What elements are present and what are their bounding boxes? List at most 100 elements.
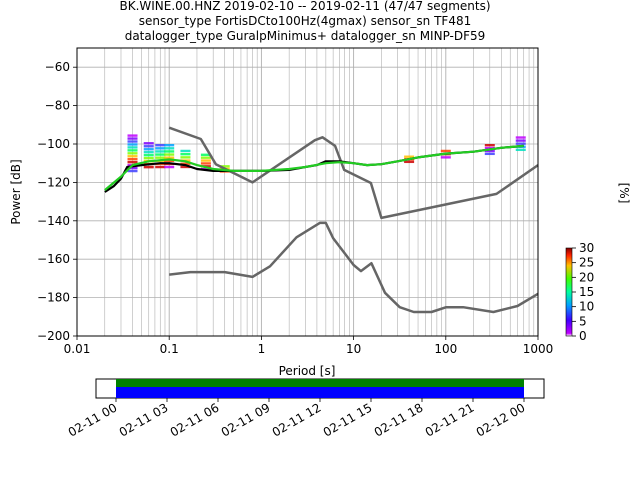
- density-cell: [155, 165, 166, 169]
- y-tick-label: −180: [37, 291, 70, 305]
- y-axis-ticks: −60 −80 −100 −120 −140 −160 −180 −200: [37, 60, 77, 343]
- y-tick-label: −200: [37, 329, 70, 343]
- density-cell: [127, 143, 138, 146]
- density-cell: [440, 149, 451, 153]
- series-lines: [104, 126, 539, 314]
- psd-plot-background: [77, 48, 538, 336]
- density-cell: [515, 136, 526, 139]
- y-tick-label: −160: [37, 252, 70, 266]
- density-cell: [164, 144, 175, 147]
- coverage-bar-green: [116, 379, 524, 387]
- density-cell: [143, 145, 154, 148]
- density-cell: [155, 153, 166, 156]
- density-cell: [127, 146, 138, 149]
- timeline-tick-label: 02-11 18: [372, 400, 426, 439]
- density-cell: [164, 147, 175, 150]
- x-tick-label: 10: [346, 342, 361, 356]
- density-cell: [200, 162, 211, 165]
- density-cell: [127, 140, 138, 143]
- density-cell: [164, 159, 175, 162]
- density-cell: [155, 147, 166, 150]
- chart-title-line-2: sensor_type FortisDCto100Hz(4gmax) senso…: [139, 14, 471, 28]
- x-tick-label: 1000: [523, 342, 554, 356]
- y-tick-label: −120: [37, 175, 70, 189]
- density-cell: [404, 160, 415, 164]
- coverage-bar-blue: [116, 387, 524, 398]
- density-cell: [127, 134, 138, 137]
- colorbar-tick-label: 25: [579, 256, 594, 270]
- density-cell: [143, 157, 154, 160]
- timeline-tick-label: 02-11 06: [168, 400, 222, 439]
- density-cell: [515, 148, 526, 152]
- colorbar-tick-label: 0: [579, 329, 587, 343]
- x-axis-ticks: 0.01 0.1 1 10 100 1000: [64, 336, 554, 356]
- density-cell: [127, 160, 138, 164]
- density-cell: [180, 149, 191, 153]
- timeline-tick-label: 02-11 21: [423, 400, 477, 439]
- density-cell: [180, 156, 191, 159]
- density-cell: [404, 155, 415, 158]
- timeline-tick-label: 02-11 00: [66, 400, 120, 439]
- density-cell: [200, 153, 211, 156]
- grid-lines: [76, 48, 538, 337]
- x-tick-label: 0.1: [160, 342, 179, 356]
- chart-title-block: BK.WINE.00.HNZ 2019-02-10 -- 2019-02-11 …: [119, 0, 490, 43]
- density-cell: [127, 158, 138, 161]
- x-axis-label: Period [s]: [279, 364, 336, 378]
- density-cell: [515, 142, 526, 145]
- timeline-tick-label: 02-11 09: [219, 400, 273, 439]
- density-cell: [219, 165, 230, 168]
- density-cell: [127, 155, 138, 158]
- chart-title-line-3: datalogger_type GuralpMinimus+ datalogge…: [125, 29, 486, 43]
- density-cell: [484, 146, 495, 150]
- series-noise-model-high: [168, 126, 539, 220]
- density-cell: [127, 169, 138, 173]
- density-cell: [127, 137, 138, 140]
- density-cell: [143, 142, 154, 145]
- psd-plot-frame: [76, 47, 539, 337]
- x-tick-label: 1: [258, 342, 266, 356]
- density-cell: [164, 156, 175, 159]
- series-mean: [104, 144, 524, 191]
- series-noise-model-low: [169, 221, 539, 314]
- x-tick-label: 0.01: [64, 342, 91, 356]
- density-cell: [143, 165, 154, 169]
- density-cell: [200, 156, 211, 159]
- colorbar-tick-label: 10: [579, 300, 594, 314]
- density-cell: [484, 144, 495, 147]
- density-cell: [143, 154, 154, 157]
- density-cell: [127, 152, 138, 155]
- timeline-tick-label: 02-11 15: [321, 400, 375, 439]
- density-cell: [164, 153, 175, 156]
- y-axis-label: Power [dB]: [9, 159, 23, 224]
- density-cell: [155, 150, 166, 153]
- density-cell: [155, 156, 166, 159]
- density-cell: [164, 150, 175, 153]
- density-cell: [127, 166, 138, 170]
- y-tick-label: −80: [45, 99, 70, 113]
- density-cell: [440, 156, 451, 159]
- density-cell: [127, 149, 138, 152]
- colorbar-tick-label: 30: [579, 241, 594, 255]
- colorbar-gradient: [565, 247, 573, 337]
- density-cell: [484, 149, 495, 153]
- density-cell: [180, 152, 191, 156]
- density-cell: [515, 139, 526, 142]
- density-cell: [180, 165, 191, 169]
- density-cell: [143, 151, 154, 154]
- colorbar-label: [%]: [617, 183, 631, 204]
- x-tick-label: 100: [434, 342, 457, 356]
- density-cell: [200, 159, 211, 162]
- psd-plot-area: 0.01 0.1 1 10 100 1000 −60 −80 −100 −120 −140 −160…: [9, 47, 554, 378]
- timeline-tick-label: 02-12 00: [474, 400, 528, 439]
- y-tick-label: −100: [37, 137, 70, 151]
- density-cell: [143, 148, 154, 151]
- density-cell: [164, 165, 175, 169]
- chart-title-line-1: BK.WINE.00.HNZ 2019-02-10 -- 2019-02-11 …: [119, 0, 490, 13]
- y-tick-label: −140: [37, 214, 70, 228]
